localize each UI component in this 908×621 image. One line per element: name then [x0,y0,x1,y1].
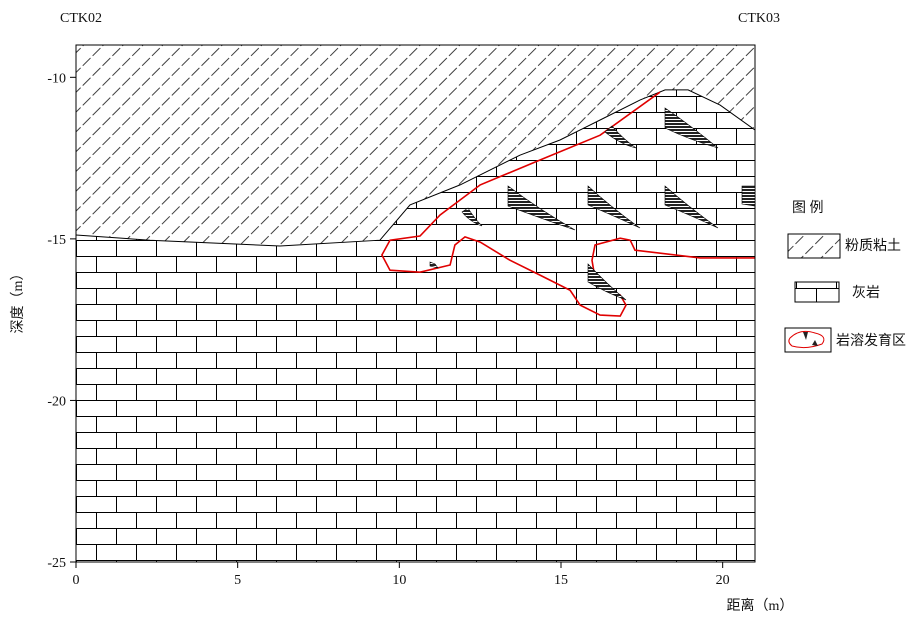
y-axis-label: 深度（m） [10,267,26,334]
legend-label: 粉质粘土 [845,238,901,254]
x-tick-label: 0 [73,573,80,588]
legend-label: 岩溶发育区 [836,333,906,349]
borehole-label: CTK02 [60,11,102,26]
x-tick-label: 5 [234,573,241,588]
x-tick-label: 15 [554,573,568,588]
legend-title: 图 例 [792,200,824,216]
y-tick-label: -15 [47,233,66,248]
legend-swatch [788,234,840,258]
chart: CTK02 CTK03 距离（m） 深度（m） 图 例 粉质粘土 灰岩 岩溶发育… [0,0,908,616]
plot-area [76,45,755,562]
borehole-label: CTK03 [738,11,780,26]
x-tick-label: 20 [716,573,730,588]
x-axis-label: 距离（m） [727,597,794,614]
legend-label: 灰岩 [852,285,880,301]
x-tick-label: 10 [392,573,406,588]
legend-swatch [795,282,839,302]
y-tick-label: -25 [47,556,66,571]
y-tick-label: -10 [47,71,66,86]
y-tick-label: -20 [47,394,66,409]
